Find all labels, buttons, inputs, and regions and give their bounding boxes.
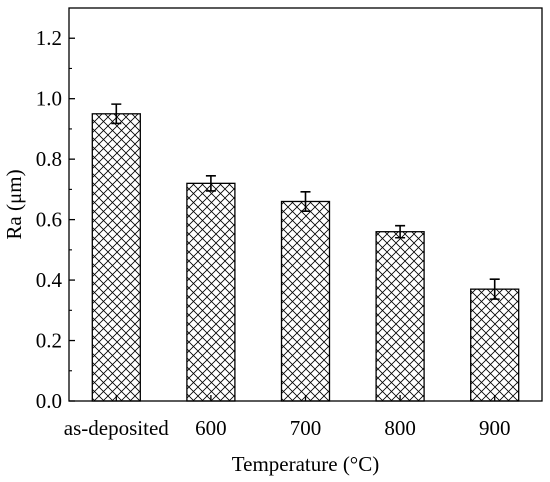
y-axis-title: Ra (μm) xyxy=(2,169,26,239)
bar-700 xyxy=(280,200,331,402)
y-tick-label: 1.2 xyxy=(36,26,62,50)
y-tick-label: 0.6 xyxy=(36,208,62,232)
x-tick-label: as-deposited xyxy=(64,416,169,440)
error-bar-700 xyxy=(300,191,311,212)
bar-600 xyxy=(186,182,236,402)
bars-group xyxy=(91,113,520,402)
x-tick-label: 900 xyxy=(479,416,511,440)
y-tick-label: 0.4 xyxy=(36,268,63,292)
y-tick-label: 0.8 xyxy=(36,147,62,171)
bar-as-deposited xyxy=(91,113,141,402)
y-axis: 0.0 0.2 0.4 0.6 0.8 1.0 1.2 xyxy=(36,26,75,413)
y-tick-label: 0.0 xyxy=(36,389,62,413)
error-bar-800 xyxy=(395,224,406,239)
x-axis-title: Temperature (°C) xyxy=(232,452,379,476)
x-tick-label: 600 xyxy=(195,416,227,440)
x-axis: as-deposited 600 700 800 900 xyxy=(64,395,511,440)
y-tick-label: 0.2 xyxy=(36,329,62,353)
error-bar-600 xyxy=(205,174,216,192)
bar-900 xyxy=(470,288,520,402)
y-tick-label: 1.0 xyxy=(36,87,62,111)
x-tick-label: 800 xyxy=(384,416,416,440)
x-tick-label: 700 xyxy=(290,416,322,440)
error-bar-900 xyxy=(489,278,500,300)
error-bars-group xyxy=(111,103,500,300)
bar-800 xyxy=(375,231,425,402)
error-bar-as-deposited xyxy=(111,103,122,125)
